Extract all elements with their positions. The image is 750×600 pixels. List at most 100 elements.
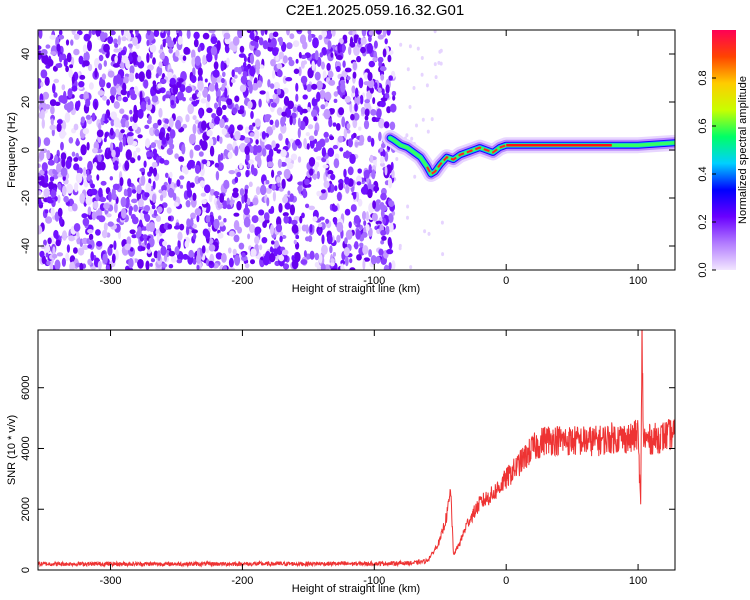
x-tick-label: -300 <box>100 275 122 287</box>
spectrogram-noise-cell <box>113 38 118 45</box>
spectrogram-noise-cell <box>117 95 122 102</box>
spectrogram-noise-cell <box>370 254 377 265</box>
spectrogram-noise-cell <box>82 44 87 53</box>
spectrogram-noise-cell <box>38 45 42 51</box>
spectrogram-noise-cell <box>219 193 225 203</box>
spectrogram-noise-cell <box>308 205 316 211</box>
spectrogram-noise-cell <box>309 250 315 260</box>
spectrogram-noise-cell <box>300 54 307 60</box>
spectrogram-noise-cell <box>190 212 196 220</box>
spectrogram-noise-cell <box>267 161 274 168</box>
spectrogram-noise-cell <box>266 197 270 207</box>
spectrogram-noise-cell <box>96 240 103 247</box>
y-tick-label: 20 <box>20 96 32 108</box>
spectrogram-noise-cell <box>41 162 48 172</box>
spectrogram-noise-cell <box>152 57 156 65</box>
x-tick-label: -200 <box>231 575 253 587</box>
spectrogram-noise-cell <box>56 252 64 257</box>
spectrogram-noise-cell <box>104 113 108 125</box>
colorbar-tick-label: 0.0 <box>697 262 709 277</box>
spectrogram-noise-cell <box>386 30 391 36</box>
spectrogram-noise-cell <box>324 101 329 107</box>
spectrogram-noise-cell <box>377 34 384 40</box>
spectrogram-noise-cell <box>139 219 143 227</box>
spectrogram-noise-cell <box>347 138 353 148</box>
spectrogram-noise-cell <box>217 232 224 239</box>
spectrogram-noise-cell <box>205 215 211 224</box>
spectrogram-noise-cell <box>167 40 175 48</box>
spectrogram-noise-cell <box>233 234 240 243</box>
spectrogram-noise-cell <box>155 73 159 79</box>
spectrogram-noise-cell <box>83 179 89 188</box>
spectrogram-noise-cell <box>162 240 168 247</box>
spectrogram-noise-cell <box>127 43 133 48</box>
spectrogram-noise-cell <box>110 86 117 97</box>
spectrogram-noise-cell <box>102 95 107 101</box>
spectrogram-noise-cell <box>355 191 360 203</box>
spectrogram-noise-cell <box>112 183 120 190</box>
spectrogram-noise-cell <box>333 218 338 225</box>
spectrogram-noise-cell <box>155 215 161 222</box>
spectrogram-noise-cell <box>384 38 388 45</box>
spectrogram-noise-cell <box>149 127 156 137</box>
spectrogram-noise-cell <box>356 55 362 63</box>
spectrogram-noise-cell <box>331 30 336 37</box>
spectrogram-noise-cell <box>192 223 197 229</box>
spectrogram-noise-cell <box>282 212 289 217</box>
spectrogram-noise-cell <box>138 71 145 82</box>
spectrogram-noise-cell <box>249 31 255 40</box>
spectrogram-noise-cell <box>106 99 110 106</box>
spectrogram-noise-cell <box>317 264 321 270</box>
spectrogram-noise-cell <box>389 121 396 131</box>
spectrogram-noise-cell <box>127 32 131 42</box>
spectrogram-noise-cell <box>61 157 66 168</box>
spectrogram-noise-cell <box>243 216 251 228</box>
spectrogram-noise-cell <box>244 263 250 269</box>
spectrogram-noise-cell <box>226 57 230 66</box>
spectrogram-noise-cell <box>351 85 356 94</box>
spectrogram-noise-cell <box>145 138 151 149</box>
spectrogram-noise-cell <box>318 34 323 41</box>
spectrogram-noise-cell <box>137 259 144 269</box>
spectrogram-noise-cell <box>103 137 107 143</box>
spectrogram-noise-cell <box>149 166 154 174</box>
spectrogram-noise-cell <box>220 152 224 161</box>
spectrogram-noise-cell <box>351 134 355 140</box>
spectrogram-noise-cell <box>275 223 283 233</box>
spectrogram-noise-cell <box>333 158 340 169</box>
spectrogram-noise-cell <box>71 74 75 84</box>
spectrogram-noise-cell <box>38 150 45 161</box>
spectrogram-noise-cell <box>168 47 173 54</box>
spectrogram-noise-cell <box>66 52 72 63</box>
spectrogram-noise-cell <box>295 82 299 92</box>
spectrogram-noise-cell <box>220 77 225 84</box>
spectrogram-noise-cell <box>272 47 279 56</box>
spectrogram-noise-cell <box>334 185 338 192</box>
spectrogram-noise-cell <box>284 157 292 163</box>
spectrogram-noise-cell <box>133 54 137 66</box>
spectrogram-noise-cell <box>43 137 51 147</box>
spectrogram-noise-cell <box>188 249 194 258</box>
spectrogram-noise-cell <box>328 79 336 86</box>
spectrogram-noise-cell <box>306 84 312 92</box>
spectrogram-noise-cell <box>251 215 259 224</box>
spectrogram-noise-cell <box>208 30 216 34</box>
spectrogram-noise-cell <box>151 161 158 168</box>
spectrogram-noise-cell <box>307 124 314 130</box>
spectrogram-noise-cell <box>73 157 79 162</box>
spectrogram-noise-cell <box>289 115 293 126</box>
spectrogram-noise-cell <box>298 51 302 59</box>
snr-y-label: SNR (10 * v/v) <box>6 415 18 485</box>
spectrogram-noise-cell <box>433 62 437 67</box>
spectrogram-noise-cell <box>206 107 213 114</box>
spectrogram-noise-cell <box>219 118 225 129</box>
spectrogram-noise-cell <box>85 98 91 108</box>
spectrogram-noise-cell <box>223 218 227 223</box>
spectrogram-noise-cell <box>239 144 244 151</box>
spectrogram-noise-cell <box>146 242 151 250</box>
spectrogram-noise-cell <box>140 101 147 112</box>
spectrogram-noise-cell <box>438 49 442 54</box>
spectrogram-noise-cell <box>130 157 136 164</box>
spectrogram-noise-cell <box>375 256 381 264</box>
colorbar-tick-label: 0.8 <box>697 70 709 85</box>
